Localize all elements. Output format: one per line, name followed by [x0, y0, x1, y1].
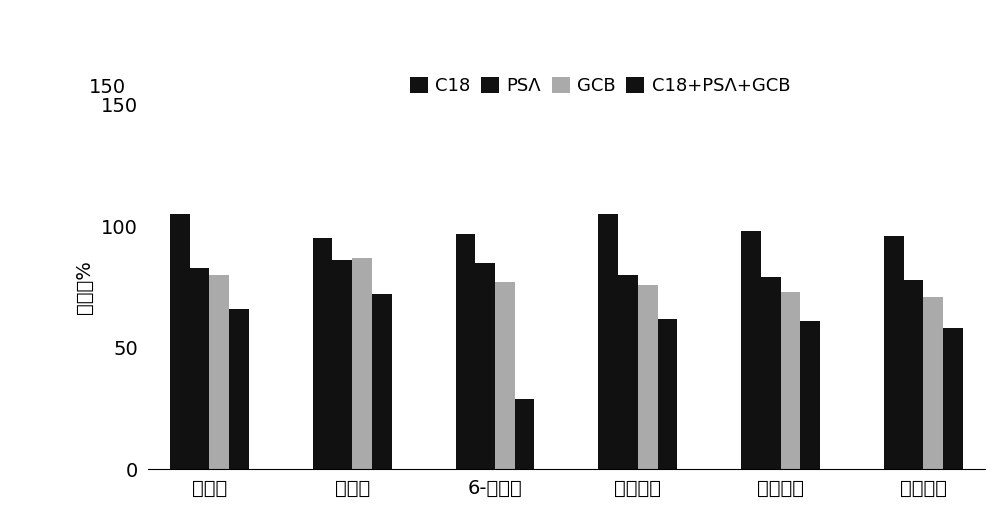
Bar	[761, 277, 781, 469]
Bar	[313, 239, 332, 469]
Bar	[618, 275, 638, 469]
Bar	[456, 233, 475, 469]
Bar	[352, 258, 372, 469]
Bar	[515, 399, 534, 469]
Bar	[190, 268, 209, 469]
Y-axis label: 回收率%: 回收率%	[75, 260, 94, 314]
Text: 150: 150	[89, 78, 126, 97]
Bar	[495, 282, 515, 469]
Bar	[658, 319, 677, 469]
Bar	[229, 309, 249, 469]
Bar	[170, 214, 190, 469]
Bar	[209, 275, 229, 469]
Bar	[923, 297, 943, 469]
Legend: C18, PSΛ, GCB, C18+PSΛ+GCB: C18, PSΛ, GCB, C18+PSΛ+GCB	[402, 70, 797, 103]
Bar	[800, 321, 820, 469]
Bar	[741, 231, 761, 469]
Bar	[598, 214, 618, 469]
Bar	[904, 280, 923, 469]
Bar	[884, 236, 904, 469]
Bar	[781, 292, 800, 469]
Bar	[475, 263, 495, 469]
Bar	[332, 260, 352, 469]
Bar	[943, 328, 963, 469]
Bar	[372, 294, 392, 469]
Bar	[638, 285, 658, 469]
